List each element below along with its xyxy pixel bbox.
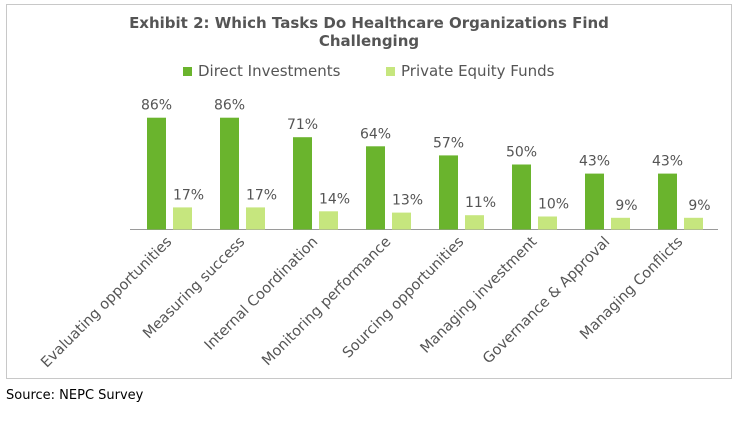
category-label-4: Monitoring performance [259,234,394,369]
data-label-private-equity-funds-6: 10% [538,197,569,213]
source-note: Source: NEPC Survey [6,388,144,403]
data-label-direct-investments-4: 64% [360,126,391,142]
category-label-1: Evaluating opportunities [38,234,175,371]
data-label-private-equity-funds-3: 14% [319,191,350,207]
chart-title-line-2: Challenging [318,32,420,50]
data-label-private-equity-funds-2: 17% [246,187,277,203]
legend-item-private-equity-funds: Private Equity Funds [386,62,554,80]
data-label-private-equity-funds-1: 17% [173,187,204,203]
bar-private-equity-funds-2 [246,207,265,230]
legend-item-direct-investments: Direct Investments [183,62,340,80]
data-label-private-equity-funds-8: 9% [688,198,710,214]
bar-direct-investments-4 [366,146,385,230]
chart-frame [6,4,732,379]
bar-private-equity-funds-5 [465,215,484,230]
legend-swatch-direct-investments [183,66,192,76]
bar-private-equity-funds-3 [319,211,338,230]
bar-direct-investments-3 [293,137,312,230]
bar-direct-investments-5 [439,155,458,230]
legend-label-direct-investments: Direct Investments [198,62,341,80]
bar-direct-investments-7 [585,173,604,230]
bar-private-equity-funds-8 [684,217,703,230]
bar-direct-investments-6 [512,164,531,230]
bar-private-equity-funds-7 [611,217,630,230]
chart-legend: Direct Investments Private Equity Funds [0,62,746,80]
bar-private-equity-funds-6 [538,216,557,230]
data-label-direct-investments-2: 86% [214,98,245,114]
data-label-private-equity-funds-4: 13% [392,193,423,209]
bar-direct-investments-1 [147,117,166,230]
data-label-direct-investments-7: 43% [579,154,610,170]
bar-direct-investments-2 [220,117,239,230]
data-label-private-equity-funds-7: 9% [615,198,637,214]
legend-swatch-private-equity-funds [386,66,395,76]
data-label-direct-investments-5: 57% [433,135,464,151]
data-label-direct-investments-6: 50% [506,145,537,161]
category-label-6: Managing investment [418,234,541,357]
bar-direct-investments-8 [658,173,677,230]
data-label-direct-investments-3: 71% [287,117,318,133]
data-label-direct-investments-8: 43% [652,154,683,170]
data-label-direct-investments-1: 86% [141,98,172,114]
chart-title-line-1: Exhibit 2: Which Tasks Do Healthcare Org… [129,14,609,32]
chart-title: Exhibit 2: Which Tasks Do Healthcare Org… [6,14,732,50]
bar-private-equity-funds-1 [173,207,192,230]
bar-private-equity-funds-4 [392,212,411,230]
category-label-5: Sourcing opportunities [340,234,468,362]
data-label-private-equity-funds-5: 11% [465,195,496,211]
category-label-7: Governance & Approval [480,234,613,367]
legend-label-private-equity-funds: Private Equity Funds [401,62,555,80]
